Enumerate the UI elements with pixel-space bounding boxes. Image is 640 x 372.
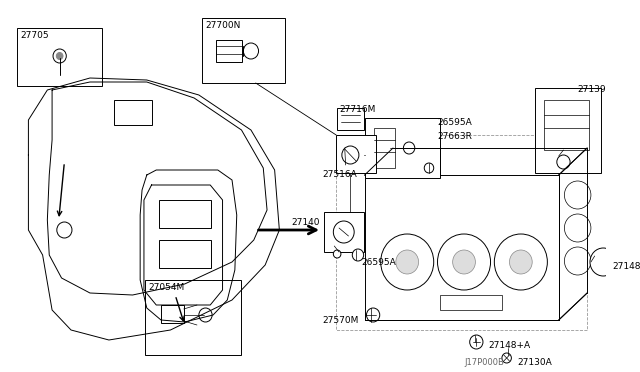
Circle shape: [56, 52, 63, 60]
Bar: [161, 305, 184, 323]
Circle shape: [57, 222, 72, 238]
Bar: [216, 40, 243, 62]
Circle shape: [352, 249, 364, 261]
Bar: [324, 212, 364, 252]
Text: 27716M: 27716M: [339, 105, 376, 114]
Circle shape: [367, 308, 380, 322]
Bar: [543, 100, 589, 150]
Bar: [535, 88, 602, 173]
Circle shape: [333, 221, 354, 243]
Text: 27140: 27140: [292, 218, 320, 227]
Circle shape: [333, 250, 341, 258]
Text: 27705: 27705: [21, 31, 49, 40]
Bar: [374, 128, 395, 168]
Text: 27148: 27148: [612, 262, 640, 271]
Bar: [159, 200, 211, 228]
Text: 26595A: 26595A: [362, 258, 397, 267]
Circle shape: [452, 250, 476, 274]
Text: 27130A: 27130A: [517, 358, 552, 367]
Bar: [159, 240, 211, 268]
Text: 27663R: 27663R: [438, 132, 472, 141]
Text: 27148+A: 27148+A: [489, 341, 531, 350]
Bar: [337, 108, 364, 130]
Bar: [114, 100, 152, 125]
Circle shape: [557, 155, 570, 169]
Bar: [202, 18, 285, 83]
Circle shape: [396, 250, 419, 274]
Bar: [365, 118, 440, 178]
Circle shape: [438, 234, 490, 290]
Circle shape: [509, 250, 532, 274]
Bar: [17, 28, 102, 86]
Text: J17P000B: J17P000B: [464, 358, 504, 367]
Circle shape: [243, 43, 259, 59]
Text: 26595A: 26595A: [438, 118, 472, 127]
Circle shape: [502, 353, 511, 363]
Text: 27054M: 27054M: [148, 283, 185, 292]
Circle shape: [53, 49, 67, 63]
Circle shape: [470, 335, 483, 349]
Circle shape: [494, 234, 547, 290]
Circle shape: [564, 181, 591, 209]
Text: 27516A: 27516A: [322, 170, 356, 179]
Text: 27570M: 27570M: [322, 316, 358, 325]
Text: 27700N: 27700N: [205, 21, 241, 30]
Bar: [336, 135, 587, 330]
Bar: [145, 280, 241, 355]
Circle shape: [403, 142, 415, 154]
Bar: [365, 175, 559, 320]
Bar: [440, 295, 502, 310]
Circle shape: [564, 247, 591, 275]
Circle shape: [590, 248, 616, 276]
Circle shape: [564, 214, 591, 242]
Text: 27139: 27139: [578, 85, 606, 94]
Circle shape: [199, 308, 212, 322]
Circle shape: [424, 163, 434, 173]
Circle shape: [381, 234, 434, 290]
Bar: [336, 135, 376, 173]
Circle shape: [342, 146, 359, 164]
